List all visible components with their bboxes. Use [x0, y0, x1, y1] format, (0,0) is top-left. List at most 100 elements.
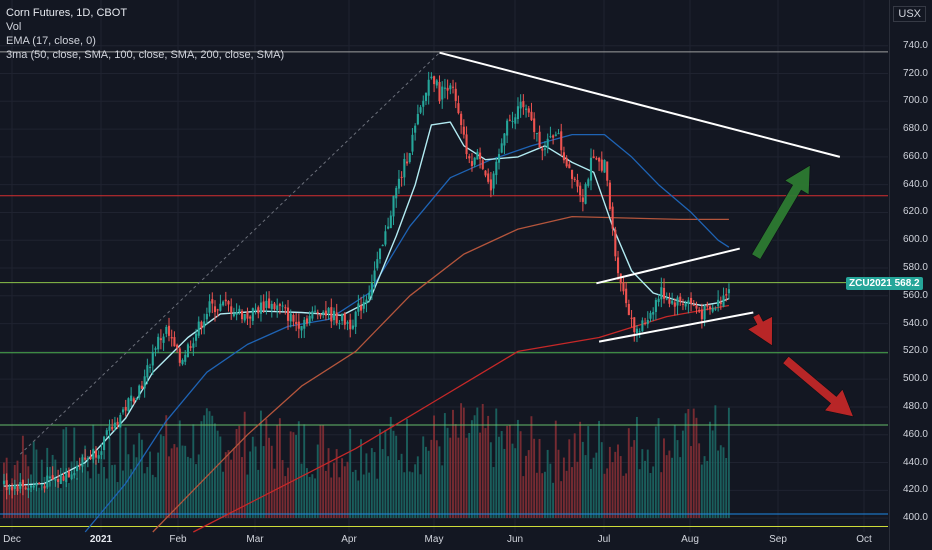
volume-bar	[124, 427, 127, 518]
candle-body	[262, 301, 265, 311]
candle-body	[138, 385, 141, 398]
volume-bar	[700, 464, 703, 518]
candle-body	[660, 287, 663, 300]
price-tick-label: 660.0	[902, 150, 928, 162]
volume-indicator-label[interactable]: Vol	[6, 21, 22, 33]
candle-body	[19, 482, 22, 489]
candle-body	[249, 316, 252, 319]
volume-bar	[89, 478, 92, 518]
volume-bar	[522, 476, 525, 518]
candle-body	[124, 406, 127, 411]
candle-body	[292, 314, 295, 322]
candle-body	[327, 308, 330, 313]
candle-body	[8, 487, 11, 490]
volume-bar	[557, 449, 560, 518]
volume-bar	[406, 419, 408, 518]
volume-bar	[424, 446, 427, 518]
candle-body	[273, 303, 276, 310]
volume-bar	[181, 445, 184, 518]
volume-bar	[154, 477, 157, 518]
candle-body	[24, 487, 27, 490]
volume-bar	[373, 452, 376, 518]
date-tick-label: Dec	[3, 534, 21, 545]
volume-bar	[727, 407, 730, 518]
ema-indicator-label[interactable]: EMA (17, close, 0)	[6, 35, 96, 47]
volume-bar	[527, 450, 530, 518]
volume-bar	[452, 409, 454, 518]
candle-body	[673, 302, 676, 307]
volume-bar	[660, 472, 663, 518]
candle-body	[116, 421, 119, 426]
volume-bar	[606, 468, 609, 518]
candle-body	[213, 306, 217, 313]
candle-body	[606, 161, 609, 181]
volume-bar	[338, 477, 341, 518]
price-tick-label: 680.0	[902, 123, 928, 135]
arrow-down-long-icon	[782, 355, 854, 418]
volume-bar	[681, 430, 684, 518]
candle-body	[638, 331, 641, 333]
volume-bar	[403, 472, 406, 518]
candle-body	[722, 295, 725, 307]
candle-body	[230, 306, 233, 314]
volume-bar	[70, 461, 73, 518]
candle-body	[562, 152, 565, 161]
volume-bar	[189, 458, 192, 518]
volume-bar	[641, 449, 644, 518]
candle-body	[284, 307, 287, 309]
candle-body	[365, 299, 368, 304]
candle-body	[173, 337, 176, 347]
candle-body	[500, 143, 503, 153]
candle-body	[16, 485, 19, 492]
volume-bar	[625, 473, 628, 518]
volume-bar	[500, 431, 503, 518]
candle-body	[700, 309, 703, 320]
candle-body	[330, 307, 333, 322]
candle-body	[43, 486, 46, 489]
volume-bar	[549, 463, 552, 518]
volume-bar	[430, 439, 433, 518]
price-tick-label: 440.0	[902, 456, 928, 468]
candle-body	[300, 326, 303, 331]
volume-bar	[97, 473, 100, 518]
ma-indicator-label[interactable]: 3ma (50, close, SMA, 100, close, SMA, 20…	[6, 49, 285, 61]
volume-bar	[687, 408, 690, 518]
candle-body	[497, 154, 501, 163]
currency-button[interactable]: USX	[893, 6, 926, 22]
candle-body	[324, 310, 327, 316]
candle-body	[46, 475, 49, 488]
candle-body	[257, 307, 260, 314]
candle-body	[157, 336, 160, 350]
candle-body	[192, 343, 195, 348]
candle-body	[706, 304, 709, 307]
volume-bar	[48, 481, 51, 518]
volume-bar	[554, 420, 557, 518]
volume-bar	[514, 448, 517, 518]
candle-body	[303, 319, 306, 329]
candle-body	[308, 316, 311, 323]
volume-bar	[717, 450, 720, 518]
volume-bar	[149, 451, 151, 518]
candle-body	[403, 158, 406, 178]
candle-body	[484, 170, 487, 176]
candle-body	[397, 178, 400, 189]
volume-bar	[251, 436, 254, 518]
candle-body	[598, 157, 601, 162]
candle-body	[627, 303, 630, 316]
volume-bar	[211, 415, 214, 518]
candle-body	[711, 307, 714, 312]
candle-body	[419, 107, 422, 113]
volume-bar	[663, 438, 665, 518]
candle-body	[281, 305, 284, 307]
candle-body	[454, 88, 457, 101]
volume-bar	[186, 456, 189, 518]
candle-body	[687, 300, 690, 304]
volume-bar	[711, 430, 714, 518]
volume-bar	[376, 478, 379, 518]
candle-body	[211, 299, 214, 304]
candle-body	[295, 322, 298, 325]
volume-bar	[411, 472, 414, 518]
volume-bar	[92, 424, 95, 518]
symbol-title[interactable]: Corn Futures, 1D, CBOT	[6, 7, 128, 19]
